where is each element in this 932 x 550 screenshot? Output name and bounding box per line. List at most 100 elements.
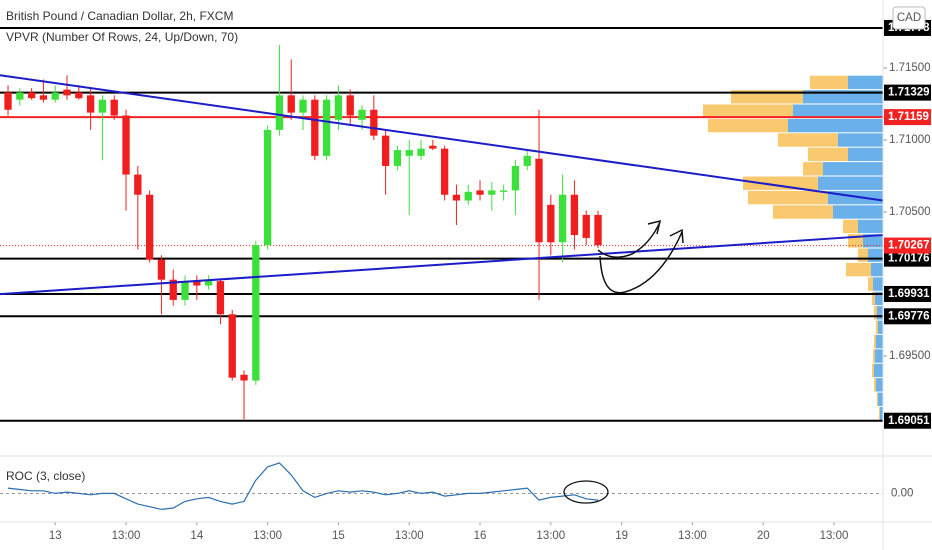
candle-body bbox=[193, 281, 201, 286]
profile-up bbox=[793, 104, 883, 118]
profile-down bbox=[803, 162, 823, 176]
profile-down bbox=[708, 118, 788, 133]
x-tick-label: 16 bbox=[474, 530, 487, 542]
candle-body bbox=[429, 145, 437, 149]
level-label-box bbox=[884, 285, 931, 302]
candle-body bbox=[240, 374, 248, 381]
profile-down bbox=[703, 104, 793, 118]
current-label: 1.70267 bbox=[888, 240, 930, 252]
x-tick-label: 13:00 bbox=[112, 530, 141, 542]
profile-up bbox=[871, 262, 883, 277]
candle-body bbox=[39, 95, 48, 100]
profile-up bbox=[788, 118, 883, 133]
level-label: 1.70176 bbox=[888, 253, 930, 265]
profile-up bbox=[863, 234, 883, 248]
candle-body bbox=[488, 190, 496, 195]
candle-body bbox=[476, 190, 484, 195]
profile-up bbox=[873, 277, 883, 291]
level-label: 1.71329 bbox=[888, 87, 930, 99]
profile-down bbox=[868, 277, 873, 291]
profile-down bbox=[877, 392, 878, 406]
profile-up bbox=[858, 219, 883, 234]
candle-body bbox=[4, 92, 12, 110]
profile-down bbox=[874, 334, 876, 349]
candle-body bbox=[275, 95, 284, 130]
level-label-box bbox=[884, 250, 931, 267]
profile-down bbox=[773, 205, 833, 219]
profile-down bbox=[778, 133, 838, 147]
profile-up bbox=[875, 349, 883, 363]
candle-body bbox=[417, 148, 425, 156]
candle-body bbox=[499, 190, 508, 192]
candle-body bbox=[405, 150, 413, 156]
candle-body bbox=[358, 109, 366, 120]
candle-body bbox=[381, 135, 390, 166]
chart-title: British Pound / Canadian Dollar, 2h, FXC… bbox=[6, 9, 233, 23]
profile-up bbox=[823, 162, 883, 176]
candle-body bbox=[252, 245, 260, 381]
profile-down bbox=[858, 248, 868, 262]
candle-body bbox=[523, 155, 531, 166]
candle-body bbox=[51, 92, 59, 100]
candle-body bbox=[27, 92, 36, 99]
profile-down bbox=[872, 291, 875, 306]
candle-body bbox=[204, 281, 213, 286]
level-label: 1.69776 bbox=[888, 310, 930, 322]
candle-body bbox=[558, 194, 567, 243]
y-tick-label: 1.71500 bbox=[889, 62, 931, 74]
level-label-box bbox=[884, 308, 931, 325]
candle-body bbox=[535, 158, 543, 243]
candle-body bbox=[322, 99, 331, 156]
profile-down bbox=[879, 406, 880, 421]
currency-box bbox=[892, 6, 926, 30]
candle-body bbox=[287, 95, 295, 113]
level-label: 1.69931 bbox=[888, 288, 930, 300]
profile-down bbox=[874, 378, 876, 392]
arrow-head bbox=[669, 228, 684, 244]
profile-up bbox=[848, 75, 883, 90]
trendline bbox=[0, 74, 884, 202]
y-tick-label: 1.70500 bbox=[889, 206, 931, 218]
candle-body bbox=[370, 109, 378, 136]
profile-up bbox=[880, 406, 883, 421]
candle-body bbox=[228, 314, 236, 378]
x-tick-label: 14 bbox=[190, 530, 203, 542]
trendline bbox=[0, 234, 884, 296]
candle-body bbox=[16, 92, 24, 100]
candle-body bbox=[216, 281, 225, 315]
x-tick-label: 13:00 bbox=[253, 530, 282, 542]
profile-up bbox=[818, 176, 883, 190]
candle-body bbox=[169, 279, 177, 300]
level-label-box bbox=[884, 412, 931, 429]
candle-body bbox=[157, 259, 166, 280]
candle-body bbox=[594, 214, 602, 246]
candle-body bbox=[299, 99, 307, 113]
profile-up bbox=[868, 248, 883, 262]
profile-up bbox=[833, 205, 883, 219]
candle-body bbox=[122, 115, 130, 175]
profile-up bbox=[848, 147, 883, 162]
profile-up bbox=[876, 378, 883, 392]
candle-body bbox=[75, 92, 83, 99]
candle-body bbox=[393, 150, 402, 166]
x-tick-label: 13:00 bbox=[678, 530, 707, 542]
profile-up bbox=[878, 392, 883, 406]
candle-body bbox=[334, 95, 343, 120]
profile-down bbox=[874, 306, 877, 320]
candle-body bbox=[311, 99, 319, 156]
candle-body bbox=[110, 99, 118, 116]
current-label-box bbox=[884, 237, 931, 254]
x-tick-label: 13:00 bbox=[536, 530, 565, 542]
profile-down bbox=[743, 176, 818, 190]
candle-body bbox=[145, 194, 154, 260]
profile-up bbox=[838, 133, 883, 147]
candle-body bbox=[547, 204, 555, 243]
drawn-arrow bbox=[599, 231, 683, 294]
x-tick-label: 19 bbox=[615, 530, 628, 542]
roc-line bbox=[7, 462, 599, 511]
x-tick-label: 15 bbox=[332, 530, 345, 542]
y-tick-label: 1.71000 bbox=[889, 134, 931, 146]
indicator-legend: VPVR (Number Of Rows, 24, Up/Down, 70) bbox=[6, 30, 238, 44]
